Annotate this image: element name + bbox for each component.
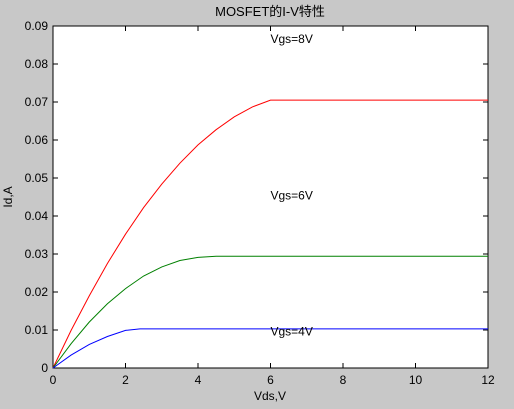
series-group: [52, 99, 488, 369]
x-tick-label: 2: [122, 373, 129, 387]
y-tick-label: 0.04: [25, 209, 49, 223]
chart-title: MOSFET的I-V特性: [215, 4, 325, 19]
series-line: [52, 99, 488, 369]
y-tick-label: 0.03: [25, 247, 49, 261]
x-axis: 0 2 4 6 8 10 12: [50, 26, 495, 387]
y-tick-label: 0.07: [25, 95, 49, 109]
curve-annotation: Vgs=6V: [271, 189, 313, 203]
x-tick-label: 8: [340, 373, 347, 387]
y-tick-label: 0.01: [25, 323, 49, 337]
y-axis-label: Id,A: [1, 186, 15, 207]
annotations-group: Vgs=8V Vgs=6V Vgs=4V: [271, 32, 313, 339]
y-tick-label: 0.05: [25, 171, 49, 185]
y-tick-label: 0.02: [25, 285, 49, 299]
series-line: [52, 328, 488, 369]
x-tick-label: 10: [409, 373, 423, 387]
y-tick-label: 0.06: [25, 133, 49, 147]
x-tick-label: 12: [481, 373, 495, 387]
x-tick-label: 6: [267, 373, 274, 387]
x-tick-label: 0: [50, 373, 57, 387]
curve-annotation: Vgs=8V: [271, 32, 313, 46]
plot-area: [52, 25, 489, 369]
curve-annotation: Vgs=4V: [271, 325, 313, 339]
x-axis-label: Vds,V: [254, 389, 286, 403]
y-axis: 0 0.01 0.02 0.03 0.04 0.05 0.06 0.07 0.08 0.09: [25, 19, 488, 375]
series-line: [52, 255, 488, 369]
y-tick-label: 0: [41, 361, 48, 375]
y-tick-label: 0.08: [25, 57, 49, 71]
y-tick-label: 0.09: [25, 19, 49, 33]
x-tick-label: 4: [195, 373, 202, 387]
